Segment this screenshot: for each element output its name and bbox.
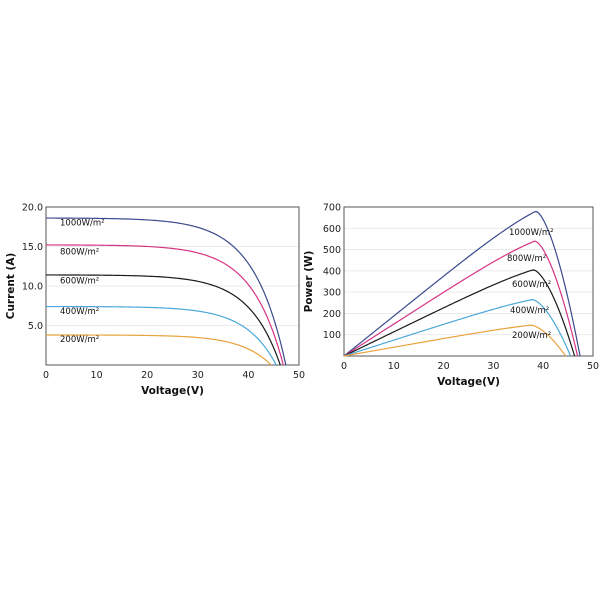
plot-frame (45, 206, 300, 366)
series-label: 400W/m² (60, 307, 99, 317)
x-tick-label: 30 (487, 361, 499, 372)
series-label: 1000W/m² (509, 228, 554, 238)
series-line (343, 269, 576, 357)
y-tick-label: 200 (323, 309, 341, 320)
x-axis-title: Voltage(V) (141, 385, 204, 397)
series-label: 1000W/m² (60, 219, 105, 229)
pv-chart: 0 10 20 30 40 50 100 200 300 400 500 600 700 Voltage(… (303, 203, 599, 389)
series-label: 200W/m² (512, 331, 551, 341)
y-tick-label: 500 (323, 245, 341, 256)
x-axis-title: Voltage(V) (437, 376, 500, 388)
x-tick-label: 0 (341, 361, 347, 372)
y-tick-label: 100 (323, 330, 341, 341)
series-line (343, 299, 572, 357)
series-line (46, 305, 277, 366)
series-line (343, 211, 581, 357)
y-tick-label: 15.0 (22, 242, 43, 253)
y-tick-label: 700 (323, 203, 341, 214)
y-tick-label: 5.0 (28, 321, 43, 332)
series-line (343, 240, 579, 357)
series-label: 400W/m² (510, 306, 549, 316)
y-axis-title: Current (A) (5, 253, 17, 320)
x-tick-label: 10 (91, 370, 103, 381)
x-tick-label: 20 (438, 361, 450, 372)
series-label: 600W/m² (512, 280, 551, 290)
x-tick-label: 20 (141, 370, 153, 381)
x-tick-label: 40 (537, 361, 549, 372)
x-tick-label: 40 (242, 370, 254, 381)
plot-frame (343, 206, 594, 357)
y-tick-label: 600 (323, 224, 341, 235)
series-label: 200W/m² (60, 335, 99, 345)
y-axis-title: Power (W) (303, 251, 315, 313)
y-tick-label: 400 (323, 266, 341, 277)
series-line (46, 334, 272, 366)
series-line (343, 324, 567, 357)
x-tick-label: 50 (587, 361, 599, 372)
series-label: 800W/m² (60, 248, 99, 258)
series-label: 600W/m² (60, 277, 99, 287)
y-tick-label: 20.0 (22, 203, 43, 214)
series-line (45, 217, 287, 366)
iv-chart: 0 10 20 30 40 50 5.0 10.0 15.0 20.0 Voltage(V) Curr… (5, 203, 305, 398)
series-line (46, 244, 284, 366)
x-tick-label: 30 (192, 370, 204, 381)
x-tick-label: 50 (293, 370, 305, 381)
y-tick-label: 300 (323, 288, 341, 299)
series-label: 800W/m² (507, 254, 546, 264)
y-tick-label: 10.0 (22, 282, 43, 293)
series-line (46, 274, 281, 366)
x-tick-label: 10 (388, 361, 400, 372)
x-tick-label: 0 (43, 370, 49, 381)
